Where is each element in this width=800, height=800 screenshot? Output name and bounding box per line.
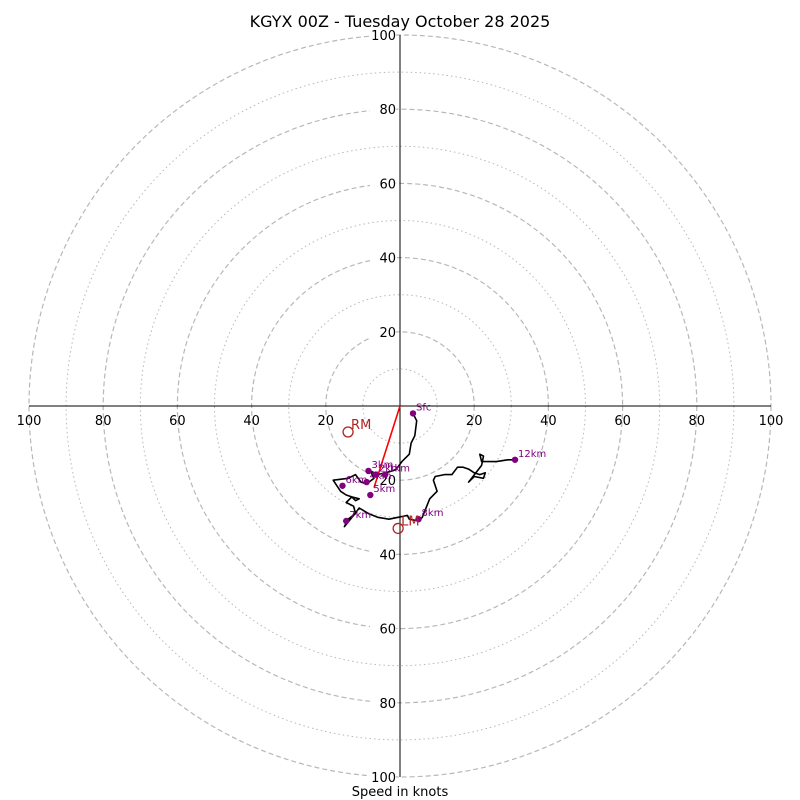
height-marker-label-sfc: Sfc — [416, 402, 431, 413]
height-marker-label-2km: 2km — [379, 464, 401, 475]
y-tick-label-bg — [370, 694, 396, 711]
x-tick-label: 60 — [169, 414, 186, 429]
x-tick-label: 40 — [540, 414, 557, 429]
x-axis-label: Speed in knots — [352, 785, 449, 800]
y-tick-label-bg — [370, 249, 396, 266]
y-tick-label: 100 — [371, 771, 396, 786]
y-tick-label-bg — [370, 546, 396, 563]
chart-title: KGYX 00Z - Tuesday October 28 2025 — [250, 12, 551, 31]
height-marker-label-8km: 8km — [422, 508, 444, 519]
height-marker-label-6km: 6km — [345, 475, 367, 486]
height-marker-2km — [372, 471, 380, 478]
y-tick-label: 60 — [379, 623, 396, 638]
height-marker-3km — [365, 467, 372, 475]
y-tick-label: 40 — [379, 548, 396, 563]
height-marker-label-3km: 3km — [371, 460, 393, 471]
y-tick-label-bg — [370, 175, 396, 192]
height-marker-sfc — [409, 410, 417, 417]
height-marker-5km — [367, 491, 374, 499]
height-marker-label-4km: 4km — [370, 471, 392, 482]
y-tick-label: 20 — [379, 326, 396, 341]
y-tick-label: 80 — [379, 103, 396, 118]
height-marker-6km — [339, 482, 346, 489]
x-tick-label: 20 — [466, 414, 483, 429]
y-tick-label: 20 — [379, 474, 396, 489]
x-tick-label: 40 — [243, 414, 260, 429]
x-tick-label: 80 — [689, 414, 706, 429]
y-tick-label-bg — [370, 620, 396, 637]
y-tick-label: 60 — [379, 177, 396, 192]
x-tick-label: 60 — [614, 414, 631, 429]
height-marker-label-12km: 12km — [518, 449, 546, 460]
y-tick-label-bg — [370, 769, 396, 785]
x-tick-label: 20 — [318, 414, 335, 429]
height-marker-1km — [381, 471, 389, 478]
height-marker-12km — [511, 456, 519, 463]
height-marker-label-7km: 7km — [349, 510, 371, 521]
height-marker-label-1km: 1km — [388, 464, 410, 475]
x-tick-label: 80 — [95, 414, 112, 429]
height-marker-4km — [363, 478, 370, 486]
y-tick-label: 100 — [371, 29, 396, 44]
y-tick-label: 40 — [379, 252, 396, 267]
height-marker-label-5km: 5km — [373, 484, 395, 495]
height-marker-8km — [415, 515, 422, 523]
x-tick-label: 100 — [759, 414, 784, 429]
y-tick-label-bg — [370, 101, 396, 118]
y-tick-label-bg — [370, 323, 396, 340]
lm-label: LM — [401, 514, 419, 529]
y-tick-label-bg — [370, 27, 396, 43]
x-tick-label: 100 — [17, 414, 42, 429]
axis-tick-labels: 100 80 60 40 20 20 40 60 80 100 100 80 60 40 20 20 40 60 8… — [17, 27, 784, 786]
rm-label: RM — [351, 418, 371, 433]
y-tick-label: 80 — [379, 697, 396, 712]
storm-motion-markers: RM LM — [342, 418, 420, 535]
lm-marker — [392, 522, 404, 535]
rm-marker — [342, 426, 354, 438]
height-marker-7km — [343, 517, 350, 525]
